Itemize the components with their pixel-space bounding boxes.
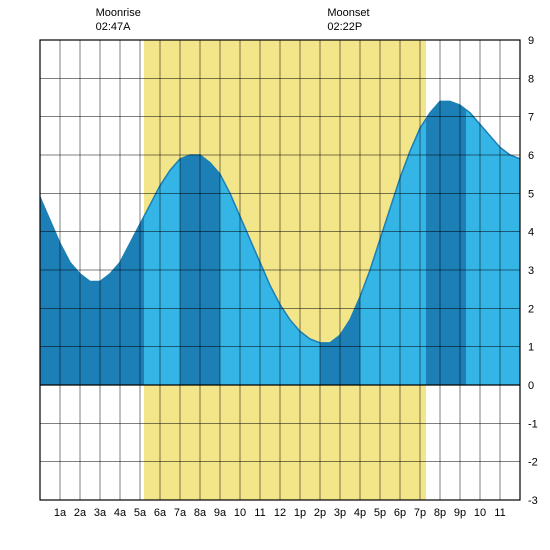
x-tick-label: 10 [474,507,486,519]
tide-chart: -3-2-101234567891a2a3a4a5a6a7a8a9a101112… [0,0,550,550]
y-tick-label: 3 [528,265,534,277]
x-tick-label: 9p [454,507,466,519]
x-tick-label: 7p [414,507,426,519]
y-tick-label: 5 [528,188,534,200]
y-tick-label: -1 [528,418,538,430]
x-tick-label: 5p [374,507,386,519]
x-tick-label: 11 [254,507,265,519]
y-tick-label: -3 [528,495,538,507]
moonset-title: Moonset [327,7,369,19]
x-tick-label: 9a [214,507,227,519]
x-tick-label: 1a [54,507,67,519]
x-tick-label: 1p [294,507,306,519]
y-tick-label: -2 [528,457,538,469]
x-tick-label: 5a [134,507,147,519]
moonrise-title: Moonrise [96,7,141,19]
x-tick-label: 7a [174,507,187,519]
x-tick-label: 10 [234,507,246,519]
x-tick-label: 2p [314,507,326,519]
y-tick-label: 6 [528,150,534,162]
x-tick-label: 12 [274,507,286,519]
x-tick-label: 3a [94,507,107,519]
moonset-time: 02:22P [327,21,362,33]
y-tick-label: 4 [528,227,534,239]
x-tick-label: 4p [354,507,366,519]
x-tick-label: 6p [394,507,406,519]
moonrise-time: 02:47A [96,21,132,33]
y-tick-label: 8 [528,73,534,85]
x-tick-label: 8a [194,507,207,519]
x-tick-label: 3p [334,507,346,519]
y-tick-label: 1 [528,342,534,354]
chart-svg: -3-2-101234567891a2a3a4a5a6a7a8a9a101112… [0,0,550,550]
y-tick-label: 9 [528,35,534,47]
y-tick-label: 0 [528,380,534,392]
x-tick-label: 8p [434,507,446,519]
x-tick-label: 4a [114,507,127,519]
y-tick-label: 2 [528,303,534,315]
x-tick-label: 2a [74,507,87,519]
x-tick-label: 6a [154,507,167,519]
x-tick-label: 11 [494,507,505,519]
y-tick-label: 7 [528,112,534,124]
